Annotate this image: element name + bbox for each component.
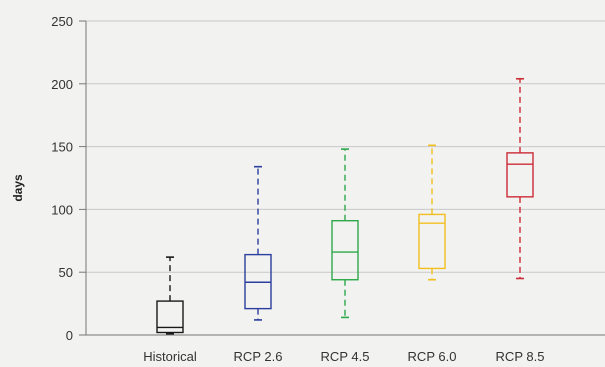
box-series [156,77,534,335]
y-tick-label: 0 [66,328,73,343]
iqr-box [156,300,184,334]
box-rcp-4-5 [331,148,359,319]
x-axis: Historical RCP 2.6 RCP 4.5 RCP 6.0 RCP 8.5 [86,334,605,364]
box-historical [156,256,184,335]
x-tick-label: Historical [143,349,197,364]
box-rcp-6-0 [418,144,446,281]
box-rcp-8-5 [506,77,534,280]
x-tick-label: RCP 2.6 [234,349,283,364]
y-tick-label: 250 [51,14,73,29]
y-axis: 0 50 100 150 200 250 [51,14,87,343]
x-tick-label: RCP 6.0 [408,349,457,364]
y-tick-label: 50 [59,265,73,280]
iqr-box [506,152,534,198]
y-tick-label: 200 [51,77,73,92]
x-tick-label: RCP 8.5 [496,349,545,364]
y-axis-title: days [11,174,25,202]
box-rcp-2-6 [244,165,272,321]
x-tick-label: RCP 4.5 [321,349,370,364]
iqr-box [331,220,359,281]
iqr-box [418,213,446,270]
y-tick-label: 150 [51,140,73,155]
y-tick-label: 100 [51,202,73,217]
